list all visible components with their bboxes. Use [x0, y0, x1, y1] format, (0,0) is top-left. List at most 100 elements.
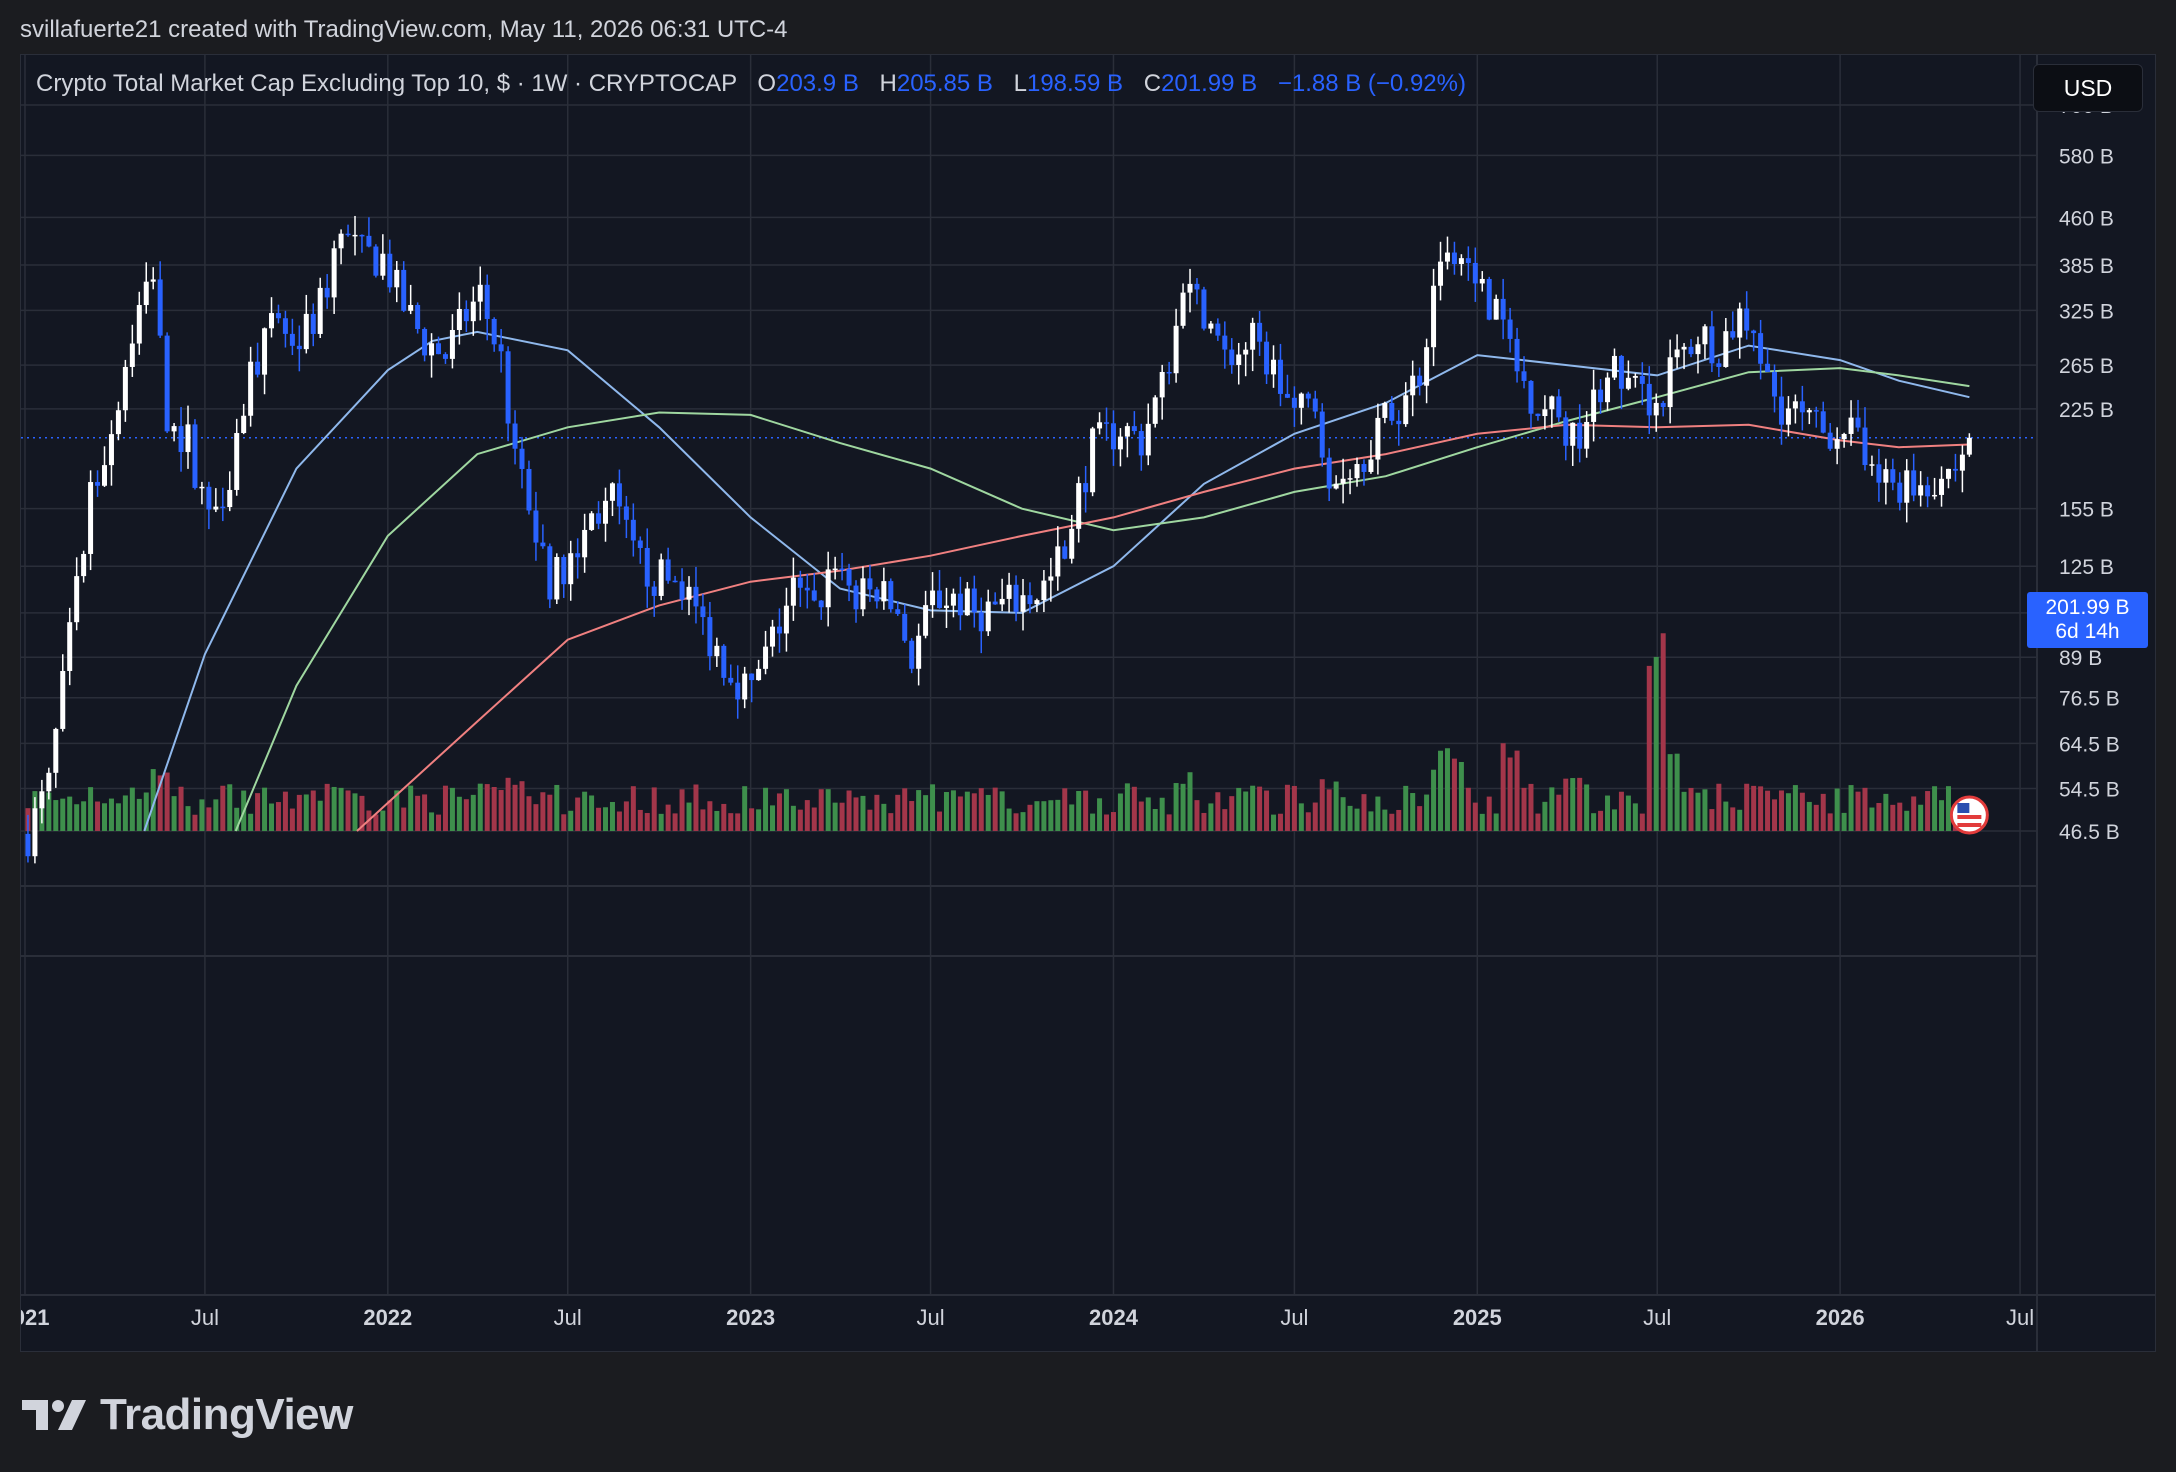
volume-bar [129, 787, 135, 831]
candle-body [1695, 344, 1701, 355]
volume-bar [429, 812, 435, 831]
candle-body [269, 313, 275, 329]
candle-body [1653, 402, 1659, 416]
candle-body [95, 482, 101, 486]
candle-body [296, 345, 302, 350]
volume-bar [1716, 783, 1722, 831]
candle-body [46, 772, 52, 792]
candle-body [1841, 433, 1847, 440]
candle-body [1904, 470, 1910, 503]
y-tick-label: 580 B [2059, 145, 2114, 168]
candle-body [415, 305, 421, 330]
candle-body [484, 284, 490, 319]
volume-bar [1841, 812, 1847, 831]
candle-body [67, 622, 73, 671]
open-value: 203.9 B [776, 70, 859, 97]
volume-bar [1681, 791, 1687, 831]
candle-body [1890, 469, 1896, 483]
volume-bar [1250, 785, 1256, 831]
candle-body [881, 581, 887, 602]
candle-body [1458, 258, 1464, 264]
candle-body [1180, 292, 1186, 326]
volume-bar [790, 805, 796, 831]
volume-bar [199, 799, 205, 831]
candle-body [1709, 326, 1715, 364]
volume-bar [1765, 790, 1771, 831]
candle-body [1667, 357, 1673, 408]
volume-bar [707, 801, 713, 831]
high-value: 205.85 B [896, 70, 993, 97]
candle-body [206, 486, 212, 510]
volume-bar [985, 794, 991, 831]
candle-body [582, 529, 588, 558]
volume-bar [380, 810, 386, 831]
volume-bar [1542, 801, 1548, 831]
volume-bar [1827, 813, 1833, 831]
volume-bar [185, 806, 191, 831]
candle-body [1069, 528, 1075, 559]
volume-bar [1138, 801, 1144, 831]
volume-bar [108, 798, 114, 831]
candle-body [860, 578, 866, 610]
volume-bar [53, 800, 59, 831]
candle-body [1124, 426, 1130, 437]
volume-bar [1229, 796, 1235, 831]
volume-bar [282, 791, 288, 831]
candle-body [1312, 398, 1318, 412]
volume-bar [220, 785, 226, 831]
candle-body [422, 329, 428, 356]
candle-body [1772, 371, 1778, 397]
candle-body [596, 513, 602, 524]
candle-body [1152, 397, 1158, 424]
volume-bar [818, 789, 824, 831]
candle-body [999, 598, 1005, 605]
candle-body [1257, 322, 1263, 342]
volume-bar [1097, 798, 1103, 831]
volume-bar [345, 790, 351, 831]
candle-body [637, 540, 643, 548]
volume-bar [1166, 814, 1172, 831]
tradingview-logo[interactable]: TradingView [22, 1390, 353, 1440]
volume-bar [442, 785, 448, 831]
volume-bar [1688, 787, 1694, 831]
volume-bar [637, 809, 643, 831]
volume-bar [1048, 800, 1054, 831]
candle-body [470, 301, 476, 322]
y-tick-label: 385 B [2059, 255, 2114, 278]
candle-body [756, 668, 762, 681]
volume-bar [1319, 779, 1325, 831]
volume-bar [1451, 758, 1457, 831]
volume-bar [206, 807, 212, 831]
candle-body [1048, 576, 1054, 581]
candle-body [1479, 278, 1485, 284]
y-tick-label: 155 B [2059, 499, 2114, 522]
volume-bar [1458, 762, 1464, 831]
volume-bar [1653, 656, 1659, 831]
volume-bar [1820, 793, 1826, 831]
volume-bar [693, 784, 699, 831]
candle-body [449, 329, 455, 359]
candle-body [1020, 595, 1026, 612]
candle-body [401, 269, 407, 311]
volume-bar [721, 803, 727, 831]
candle-body [1918, 485, 1924, 496]
candle-body [1347, 478, 1353, 480]
candle-body [1765, 363, 1771, 372]
volume-bar [422, 794, 428, 831]
currency-button[interactable]: USD [2033, 64, 2143, 112]
candle-body [937, 590, 943, 608]
candle-body [1117, 436, 1123, 450]
candle-body [1431, 285, 1437, 348]
volume-bar [1472, 802, 1478, 831]
volume-bar [582, 791, 588, 831]
candle-body [1785, 408, 1791, 425]
candle-body [359, 234, 365, 237]
us-flag-event-icon [1957, 823, 1982, 827]
candle-body [1097, 422, 1103, 429]
volume-bar [1375, 796, 1381, 831]
volume-bar [1799, 792, 1805, 831]
volume-bar [477, 783, 483, 831]
candle-body [317, 287, 323, 334]
